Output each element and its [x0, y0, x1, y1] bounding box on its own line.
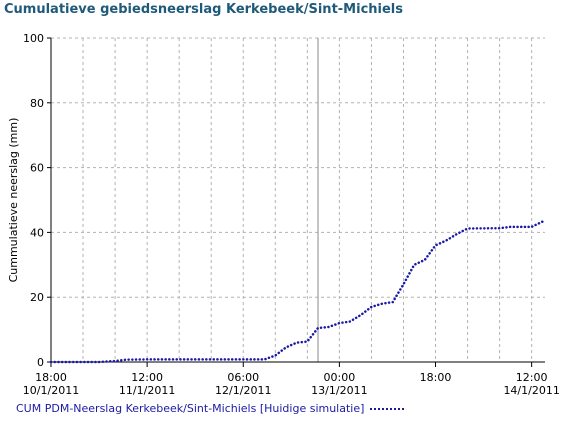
series-line-cum-pdm-neerslag	[49, 220, 544, 364]
x-tick-time-label: 12:00	[516, 371, 548, 384]
series-layer	[49, 220, 544, 364]
y-tick-label: 40	[30, 226, 44, 239]
x-tick-time-label: 12:00	[131, 371, 163, 384]
y-tick-label: 60	[30, 162, 44, 175]
x-tick-date-label: 13/1/2011	[311, 384, 367, 397]
chart-title: Cumulatieve gebiedsneerslag Kerkebeek/Si…	[4, 2, 403, 17]
y-tick-label: 80	[30, 97, 44, 110]
y-axis-label: Cummulatieve neerslag (mm)	[7, 118, 20, 283]
axes-layer	[47, 37, 545, 367]
grid-layer	[51, 37, 545, 362]
x-tick-date-label: 10/1/2011	[23, 384, 79, 397]
x-tick-time-label: 00:00	[324, 371, 356, 384]
x-tick-date-label: 12/1/2011	[215, 384, 271, 397]
x-tick-time-label: 06:00	[227, 371, 259, 384]
ticks-layer: 02040608010018:0010/1/201112:0011/1/2011…	[23, 32, 560, 397]
x-tick-time-label: 18:00	[420, 371, 452, 384]
legend: CUM PDM-Neerslag Kerkebeek/Sint-Michiels…	[16, 402, 405, 415]
y-tick-label: 20	[30, 291, 44, 304]
legend-swatch	[370, 407, 405, 410]
x-tick-time-label: 18:00	[35, 371, 67, 384]
legend-label: CUM PDM-Neerslag Kerkebeek/Sint-Michiels…	[16, 402, 365, 415]
x-tick-date-label: 11/1/2011	[119, 384, 175, 397]
x-tick-date-label: 14/1/2011	[503, 384, 559, 397]
y-tick-label: 0	[37, 356, 44, 369]
y-tick-label: 100	[23, 32, 44, 45]
